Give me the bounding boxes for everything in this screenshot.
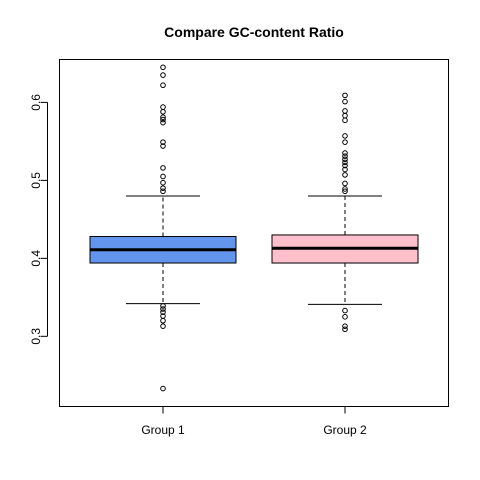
outlier-point (342, 117, 348, 124)
outlier-point (342, 153, 348, 159)
outlier-point (342, 112, 348, 119)
box-group-container (89, 64, 419, 392)
outlier-point (160, 306, 166, 312)
plot-frame (59, 59, 449, 407)
outlier-point (342, 307, 348, 314)
outlier-point (342, 326, 348, 333)
y-tick-label: 0.4 (29, 250, 43, 267)
outlier-point (342, 139, 348, 145)
outlier-point (342, 323, 348, 329)
outlier-point (160, 188, 166, 195)
outlier-point (342, 98, 348, 105)
chart-title: Compare GC-content Ratio (164, 24, 344, 40)
box-1 (89, 64, 237, 392)
outlier-point (160, 104, 166, 110)
x-axis: Group 1 Group 2 (141, 406, 367, 437)
outlier-point (160, 64, 166, 71)
outlier-point (160, 179, 166, 186)
outlier-point (160, 323, 166, 329)
outlier-point (160, 185, 166, 191)
outlier-point (160, 82, 166, 89)
outlier-point (342, 159, 348, 166)
outlier-point (160, 119, 166, 126)
outlier-point (160, 303, 166, 309)
outlier-point (160, 165, 166, 171)
outlier-point (160, 114, 166, 121)
outlier-point (342, 188, 348, 195)
outlier-point (342, 108, 348, 114)
outlier-point (342, 166, 348, 173)
x-tick-label: Group 1 (141, 423, 185, 437)
outlier-point (160, 385, 166, 392)
outlier-point (342, 156, 348, 163)
outlier-point (160, 317, 166, 324)
outlier-point (342, 180, 348, 187)
outlier-point (160, 116, 166, 123)
outlier-point (160, 309, 166, 315)
box-2 (271, 92, 419, 333)
x-tick-label: Group 2 (323, 423, 367, 437)
y-axis: 0.3 0.4 0.5 0.6 (29, 94, 48, 345)
outlier-point (342, 92, 348, 99)
outlier-point (160, 72, 166, 78)
y-tick-label: 0.5 (29, 172, 43, 189)
outlier-point (342, 133, 348, 139)
outlier-point (160, 108, 166, 115)
y-tick-label: 0.3 (29, 328, 43, 345)
outlier-point (160, 173, 166, 180)
outlier-point (342, 150, 348, 156)
outlier-point (160, 143, 166, 149)
outlier-point (342, 314, 348, 320)
outlier-point (160, 139, 166, 145)
y-tick-label: 0.6 (29, 94, 43, 111)
outlier-point (342, 172, 348, 178)
outlier-point (342, 186, 348, 192)
outlier-point (342, 162, 348, 169)
